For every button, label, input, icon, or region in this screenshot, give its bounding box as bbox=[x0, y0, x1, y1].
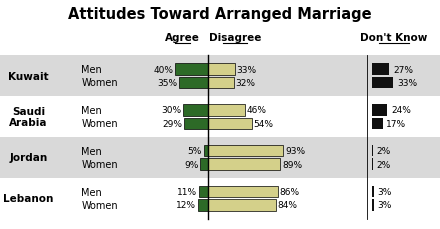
Text: 3%: 3% bbox=[377, 187, 392, 196]
Text: Women: Women bbox=[81, 200, 118, 210]
Bar bbox=[208, 159, 280, 170]
Text: 12%: 12% bbox=[176, 201, 196, 210]
Text: Women: Women bbox=[81, 159, 118, 169]
Text: 93%: 93% bbox=[285, 147, 305, 155]
Text: 17%: 17% bbox=[386, 119, 407, 128]
Text: Saudi
Arabia: Saudi Arabia bbox=[9, 106, 48, 128]
Text: 27%: 27% bbox=[393, 65, 413, 74]
Text: 3%: 3% bbox=[377, 201, 392, 210]
Text: 24%: 24% bbox=[391, 106, 411, 115]
Bar bbox=[372, 77, 393, 89]
Bar bbox=[372, 145, 373, 157]
Text: Jordan: Jordan bbox=[10, 153, 48, 163]
Text: 40%: 40% bbox=[154, 65, 173, 74]
Bar bbox=[372, 64, 389, 75]
Text: 30%: 30% bbox=[161, 106, 181, 115]
Text: 89%: 89% bbox=[282, 160, 302, 169]
Text: 9%: 9% bbox=[184, 160, 198, 169]
Bar bbox=[179, 77, 208, 89]
Bar bbox=[198, 199, 208, 211]
Text: Men: Men bbox=[81, 105, 102, 115]
Bar bbox=[199, 186, 208, 197]
Bar bbox=[208, 118, 252, 129]
Text: 33%: 33% bbox=[236, 65, 257, 74]
Bar bbox=[372, 105, 388, 116]
Text: Men: Men bbox=[81, 146, 102, 156]
Bar bbox=[0, 178, 440, 219]
Bar bbox=[208, 186, 278, 197]
Bar bbox=[372, 118, 383, 129]
Bar bbox=[372, 159, 373, 170]
Text: Don't Know: Don't Know bbox=[360, 33, 428, 42]
Bar bbox=[0, 56, 440, 97]
Text: 86%: 86% bbox=[279, 187, 300, 196]
Bar bbox=[0, 97, 440, 137]
Text: Lebanon: Lebanon bbox=[4, 194, 54, 203]
Bar bbox=[372, 186, 374, 197]
Text: Men: Men bbox=[81, 187, 102, 197]
Text: Agree: Agree bbox=[165, 33, 200, 42]
Bar bbox=[183, 105, 208, 116]
Bar bbox=[208, 64, 235, 75]
Bar bbox=[208, 77, 234, 89]
Text: 35%: 35% bbox=[158, 79, 177, 88]
Text: 33%: 33% bbox=[397, 79, 417, 88]
Text: 46%: 46% bbox=[247, 106, 267, 115]
Text: 11%: 11% bbox=[177, 187, 197, 196]
Bar bbox=[0, 137, 440, 178]
Text: Men: Men bbox=[81, 65, 102, 75]
Bar bbox=[208, 145, 283, 157]
Text: 29%: 29% bbox=[162, 119, 182, 128]
Text: Kuwait: Kuwait bbox=[8, 71, 49, 81]
Text: 84%: 84% bbox=[278, 201, 298, 210]
Bar bbox=[175, 64, 208, 75]
Text: 2%: 2% bbox=[377, 147, 391, 155]
Text: 5%: 5% bbox=[187, 147, 202, 155]
Text: Attitudes Toward Arranged Marriage: Attitudes Toward Arranged Marriage bbox=[68, 7, 372, 22]
Text: 32%: 32% bbox=[235, 79, 256, 88]
Text: 2%: 2% bbox=[377, 160, 391, 169]
Bar bbox=[204, 145, 208, 157]
Bar bbox=[200, 159, 208, 170]
Text: 54%: 54% bbox=[253, 119, 273, 128]
Bar bbox=[184, 118, 208, 129]
Text: Women: Women bbox=[81, 119, 118, 129]
Bar bbox=[208, 199, 276, 211]
Text: Women: Women bbox=[81, 78, 118, 88]
Bar bbox=[372, 199, 374, 211]
Bar bbox=[208, 105, 245, 116]
Text: Disagree: Disagree bbox=[209, 33, 262, 42]
